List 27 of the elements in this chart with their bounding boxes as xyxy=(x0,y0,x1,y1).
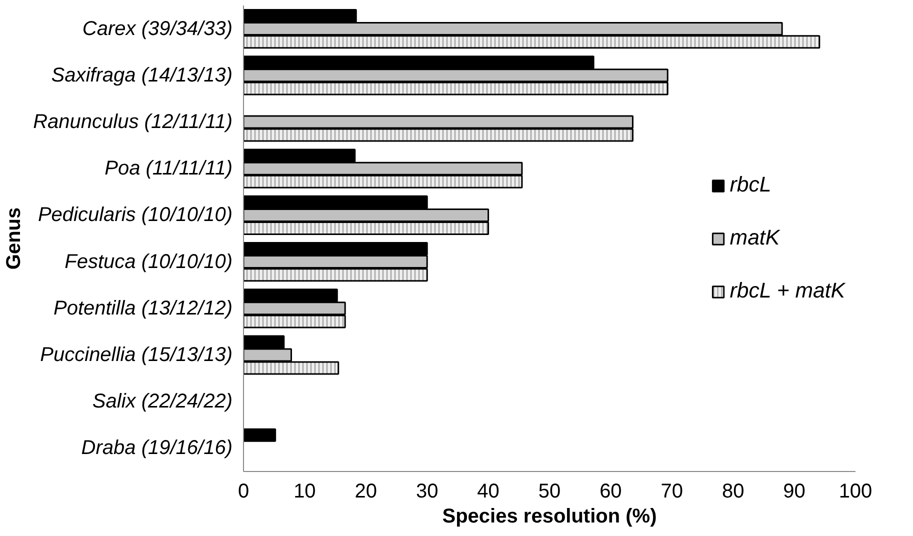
x-axis-title: Species resolution (%) xyxy=(442,506,657,528)
x-tick-label: 100 xyxy=(838,480,872,502)
y-axis-title: Genus xyxy=(3,207,26,270)
y-tick-label: Potentilla (13/12/12) xyxy=(53,297,233,320)
legend-label: matK xyxy=(730,226,780,250)
x-tick-label: 70 xyxy=(660,480,684,502)
y-tick-label: Saxifraga (14/13/13) xyxy=(51,64,233,86)
y-tick-label: Draba (19/16/16) xyxy=(81,437,232,460)
x-tick-label: 50 xyxy=(538,480,561,502)
x-tick-label: 10 xyxy=(294,480,316,502)
y-tick-label: Pedicularis (10/10/10) xyxy=(38,204,233,226)
y-tick-label: Salix (22/24/22) xyxy=(92,390,232,413)
x-tick-label: 0 xyxy=(238,480,250,502)
y-tick-label: Puccinellia (15/13/13) xyxy=(40,344,233,366)
x-tick-label: 90 xyxy=(783,480,806,502)
x-tick-label: 80 xyxy=(722,480,744,502)
x-tick-label: 20 xyxy=(354,480,378,502)
legend-label: rbcL xyxy=(730,172,772,198)
x-tick-label: 40 xyxy=(477,480,500,502)
x-tick-label: 60 xyxy=(600,480,622,502)
legend-label: rbcL + matK xyxy=(730,278,845,304)
x-tick-label: 30 xyxy=(416,480,438,502)
y-tick-label: Carex (39/34/33) xyxy=(82,18,232,40)
y-tick-label: Ranunculus (12/11/11) xyxy=(33,111,233,133)
y-tick-label: Festuca (10/10/10) xyxy=(64,250,233,273)
y-tick-label: Poa (11/11/11) xyxy=(104,158,233,180)
bar xyxy=(244,428,276,442)
